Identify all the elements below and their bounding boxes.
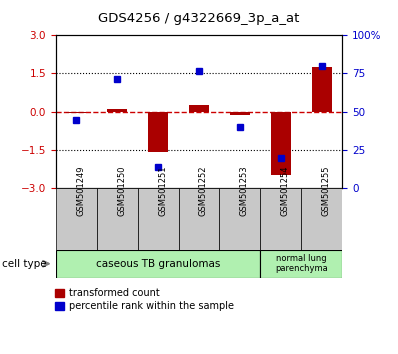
Bar bbox=[97, 188, 138, 250]
Text: GSM501251: GSM501251 bbox=[158, 165, 167, 216]
Bar bbox=[138, 188, 179, 250]
Bar bbox=[301, 188, 342, 250]
Text: GSM501250: GSM501250 bbox=[117, 165, 126, 216]
Text: GDS4256 / g4322669_3p_a_at: GDS4256 / g4322669_3p_a_at bbox=[98, 12, 300, 25]
Text: GSM501254: GSM501254 bbox=[281, 165, 290, 216]
Bar bbox=[66, 112, 86, 113]
Bar bbox=[179, 188, 219, 250]
Bar bbox=[312, 67, 332, 112]
Text: GSM501252: GSM501252 bbox=[199, 165, 208, 216]
Legend: transformed count, percentile rank within the sample: transformed count, percentile rank withi… bbox=[53, 286, 236, 313]
Bar bbox=[148, 112, 168, 152]
Text: caseous TB granulomas: caseous TB granulomas bbox=[96, 259, 220, 269]
Bar bbox=[260, 188, 301, 250]
Bar bbox=[260, 250, 342, 278]
Bar bbox=[56, 250, 260, 278]
Text: cell type: cell type bbox=[2, 259, 47, 269]
Text: GSM501253: GSM501253 bbox=[240, 165, 249, 216]
Bar bbox=[271, 112, 291, 175]
Bar bbox=[230, 112, 250, 115]
Bar bbox=[189, 105, 209, 112]
Text: GSM501255: GSM501255 bbox=[322, 165, 331, 216]
Bar bbox=[107, 109, 127, 112]
Text: GSM501249: GSM501249 bbox=[76, 165, 85, 216]
Bar bbox=[219, 188, 260, 250]
Text: normal lung
parenchyma: normal lung parenchyma bbox=[275, 254, 328, 273]
Bar bbox=[56, 188, 97, 250]
